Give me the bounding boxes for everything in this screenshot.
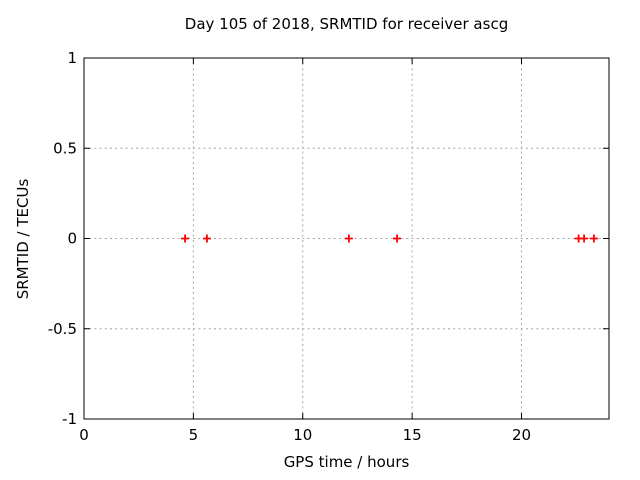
data-point-marker <box>181 234 190 243</box>
data-point-marker <box>202 234 211 243</box>
data-point-marker <box>393 234 402 243</box>
y-tick-label: 1 <box>67 49 77 67</box>
y-tick-label: -1 <box>62 410 77 428</box>
x-tick-label: 5 <box>189 426 199 444</box>
x-tick-label: 15 <box>403 426 422 444</box>
data-point-marker <box>580 234 589 243</box>
y-tick-label: 0 <box>67 230 77 248</box>
x-tick-label: 20 <box>512 426 531 444</box>
y-tick-label: -0.5 <box>48 320 77 338</box>
x-tick-label: 10 <box>293 426 312 444</box>
data-point-marker <box>344 234 353 243</box>
data-point-marker <box>589 234 598 243</box>
x-tick-label: 0 <box>79 426 89 444</box>
y-tick-label: 0.5 <box>53 139 77 157</box>
x-axis-label: GPS time / hours <box>283 453 410 471</box>
chart-title: Day 105 of 2018, SRMTID for receiver asc… <box>184 15 509 33</box>
